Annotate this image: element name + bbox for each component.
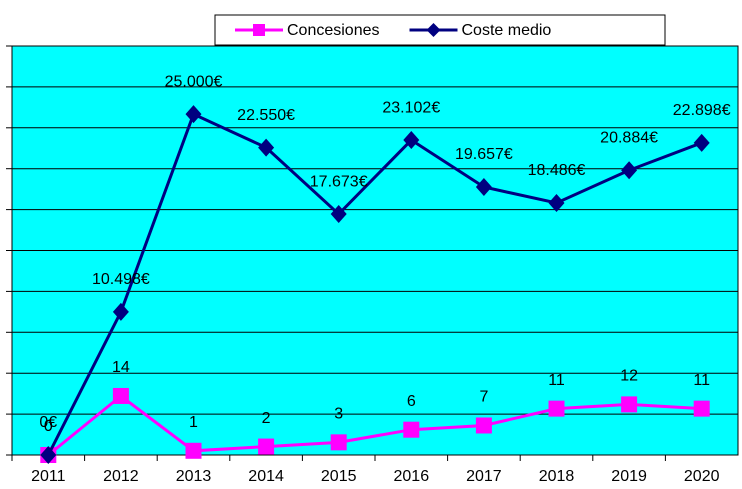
data-label: 14 <box>112 359 130 376</box>
data-label: 20.884€ <box>600 130 658 147</box>
x-tick-label: 2015 <box>321 468 357 485</box>
x-tick-label: 2019 <box>611 468 647 485</box>
x-tick-label: 2011 <box>31 468 66 485</box>
marker <box>693 133 710 152</box>
marker <box>185 105 202 124</box>
data-label: 6 <box>407 393 416 410</box>
marker <box>621 161 638 180</box>
marker <box>475 178 492 197</box>
legend-marker <box>253 24 265 36</box>
data-label: 18.486€ <box>528 162 586 179</box>
marker <box>185 442 202 459</box>
marker <box>621 396 638 413</box>
data-label: 22.550€ <box>237 107 295 124</box>
x-tick-label: 2016 <box>394 468 430 485</box>
x-tick-label: 2013 <box>176 468 212 485</box>
data-label: 23.102€ <box>382 99 440 116</box>
data-label: 0€ <box>39 414 57 431</box>
marker <box>112 387 129 404</box>
data-label: 10.498€ <box>92 271 150 288</box>
legend-marker <box>426 23 441 37</box>
data-label: 3 <box>334 406 343 423</box>
legend-label: Concesiones <box>287 22 380 39</box>
x-tick-label: 2017 <box>466 468 502 485</box>
series-line <box>46 112 703 456</box>
data-label: 1 <box>189 414 198 431</box>
series-line <box>47 394 702 457</box>
marker <box>258 138 275 157</box>
x-tick-label: 2012 <box>103 468 139 485</box>
data-label: 11 <box>548 372 565 389</box>
data-label: 0 <box>44 418 53 435</box>
data-label: 2 <box>262 410 271 427</box>
data-label: 22.898€ <box>673 102 731 119</box>
data-label: 19.657€ <box>455 146 513 163</box>
x-tick-label: 2014 <box>248 468 284 485</box>
data-label: 17.673€ <box>310 173 368 190</box>
data-label: 11 <box>693 372 710 389</box>
x-tick-label: 2018 <box>539 468 575 485</box>
marker <box>330 205 347 224</box>
marker <box>330 434 347 451</box>
marker <box>258 438 275 455</box>
marker <box>548 193 565 212</box>
marker <box>475 417 492 434</box>
marker <box>693 400 710 417</box>
x-tick-label: 2020 <box>684 468 720 485</box>
legend-label: Coste medio <box>462 22 552 39</box>
marker <box>548 400 565 417</box>
data-label: 7 <box>479 389 488 406</box>
marker <box>403 421 420 438</box>
data-label: 12 <box>620 368 638 385</box>
data-label: 25.000€ <box>165 73 223 90</box>
marker <box>40 446 57 464</box>
marker <box>112 302 129 321</box>
marker <box>403 131 420 150</box>
